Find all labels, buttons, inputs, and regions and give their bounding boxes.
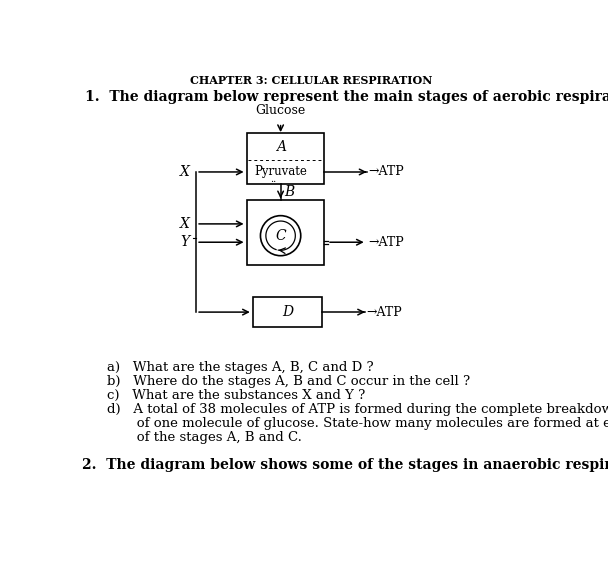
Text: b)   Where do the stages A, B and C occur in the cell ?: b) Where do the stages A, B and C occur … [107,375,470,389]
Text: D: D [282,305,293,319]
Text: d)   A total of 38 molecules of ATP is formed during the complete breakdown: d) A total of 38 molecules of ATP is for… [107,403,608,416]
Text: c)   What are the substances X and Y ?: c) What are the substances X and Y ? [107,389,365,402]
Text: a)   What are the stages A, B, C and D ?: a) What are the stages A, B, C and D ? [107,362,374,374]
Text: X: X [180,165,190,179]
Text: 1.  The diagram below represent the main stages of aerobic respiration.: 1. The diagram below represent the main … [85,90,608,104]
Text: Glucose: Glucose [255,104,306,117]
Text: A: A [275,140,286,154]
Bar [246,200,324,265]
Text: →ATP: →ATP [367,306,402,319]
Bar [253,298,322,327]
Text: B: B [285,185,295,199]
Text: →ATP: →ATP [368,165,404,179]
Text: →ATP: →ATP [368,236,404,248]
Bar [246,134,324,183]
Circle shape [260,216,301,255]
Text: C: C [275,229,286,243]
Text: 2.  The diagram below shows some of the stages in anaerobic respiration in muscl: 2. The diagram below shows some of the s… [82,458,608,472]
Text: of the stages A, B and C.: of the stages A, B and C. [107,431,302,444]
Text: X: X [180,217,190,231]
Text: Pyruvate: Pyruvate [254,165,307,179]
Text: CHAPTER 3: CELLULAR RESPIRATION: CHAPTER 3: CELLULAR RESPIRATION [190,75,433,86]
Text: of one molecule of glucose. State-how many molecules are formed at each: of one molecule of glucose. State-how ma… [107,417,608,430]
Text: Y: Y [181,235,190,249]
Text: ..: .. [271,175,277,184]
